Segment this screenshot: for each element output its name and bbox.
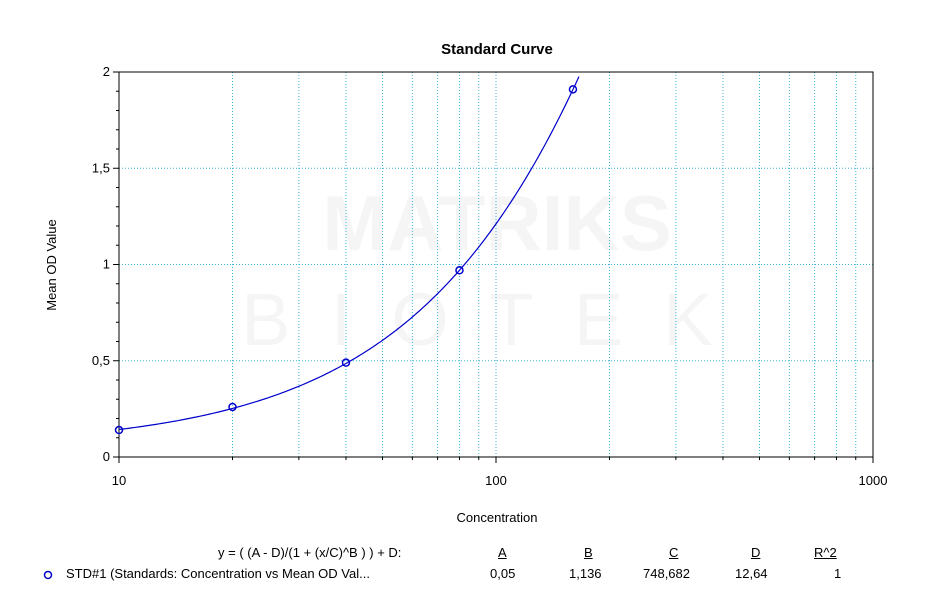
header-d: D bbox=[751, 545, 761, 560]
x-tick-label: 1000 bbox=[859, 473, 888, 488]
header-r2: R^2 bbox=[814, 545, 837, 560]
data-point bbox=[455, 266, 464, 275]
chart-title: Standard Curve bbox=[441, 41, 553, 58]
data-point bbox=[341, 358, 351, 367]
value-d: 12,64 bbox=[735, 566, 768, 581]
x-tick-labels: 10 100 1000 bbox=[112, 473, 888, 488]
data-point bbox=[568, 85, 578, 94]
data-point bbox=[114, 425, 124, 435]
header-c: C bbox=[669, 545, 679, 560]
y-tick-label: 2 bbox=[103, 64, 110, 79]
grid-lines bbox=[119, 72, 873, 457]
header-a: A bbox=[498, 545, 507, 560]
legend-marker-icon bbox=[43, 568, 53, 583]
value-a: 0,05 bbox=[490, 566, 516, 581]
data-points bbox=[114, 85, 578, 435]
y-tick-label: 0,5 bbox=[92, 353, 110, 368]
y-tick-label: 1,5 bbox=[92, 160, 110, 175]
fit-equation: y = ( (A - D)/(1 + (x/C)^B ) ) + D: bbox=[218, 545, 402, 560]
series-label: STD#1 (Standards: Concentration vs Mean … bbox=[66, 566, 370, 581]
data-point bbox=[228, 402, 237, 412]
y-tick-label: 0 bbox=[103, 449, 110, 464]
y-axis-label: Mean OD Value bbox=[44, 219, 59, 311]
x-axis-label: Concentration bbox=[457, 510, 538, 525]
y-tick-label: 1 bbox=[103, 257, 110, 272]
value-b: 1,136 bbox=[569, 566, 602, 581]
x-tick-label: 10 bbox=[112, 473, 126, 488]
value-c: 748,682 bbox=[643, 566, 690, 581]
x-tick-label: 100 bbox=[485, 473, 507, 488]
header-b: B bbox=[584, 545, 593, 560]
y-tick-labels: 0 0,5 1 1,5 2 bbox=[92, 64, 110, 464]
value-r2: 1 bbox=[834, 566, 842, 581]
axes bbox=[113, 71, 874, 463]
